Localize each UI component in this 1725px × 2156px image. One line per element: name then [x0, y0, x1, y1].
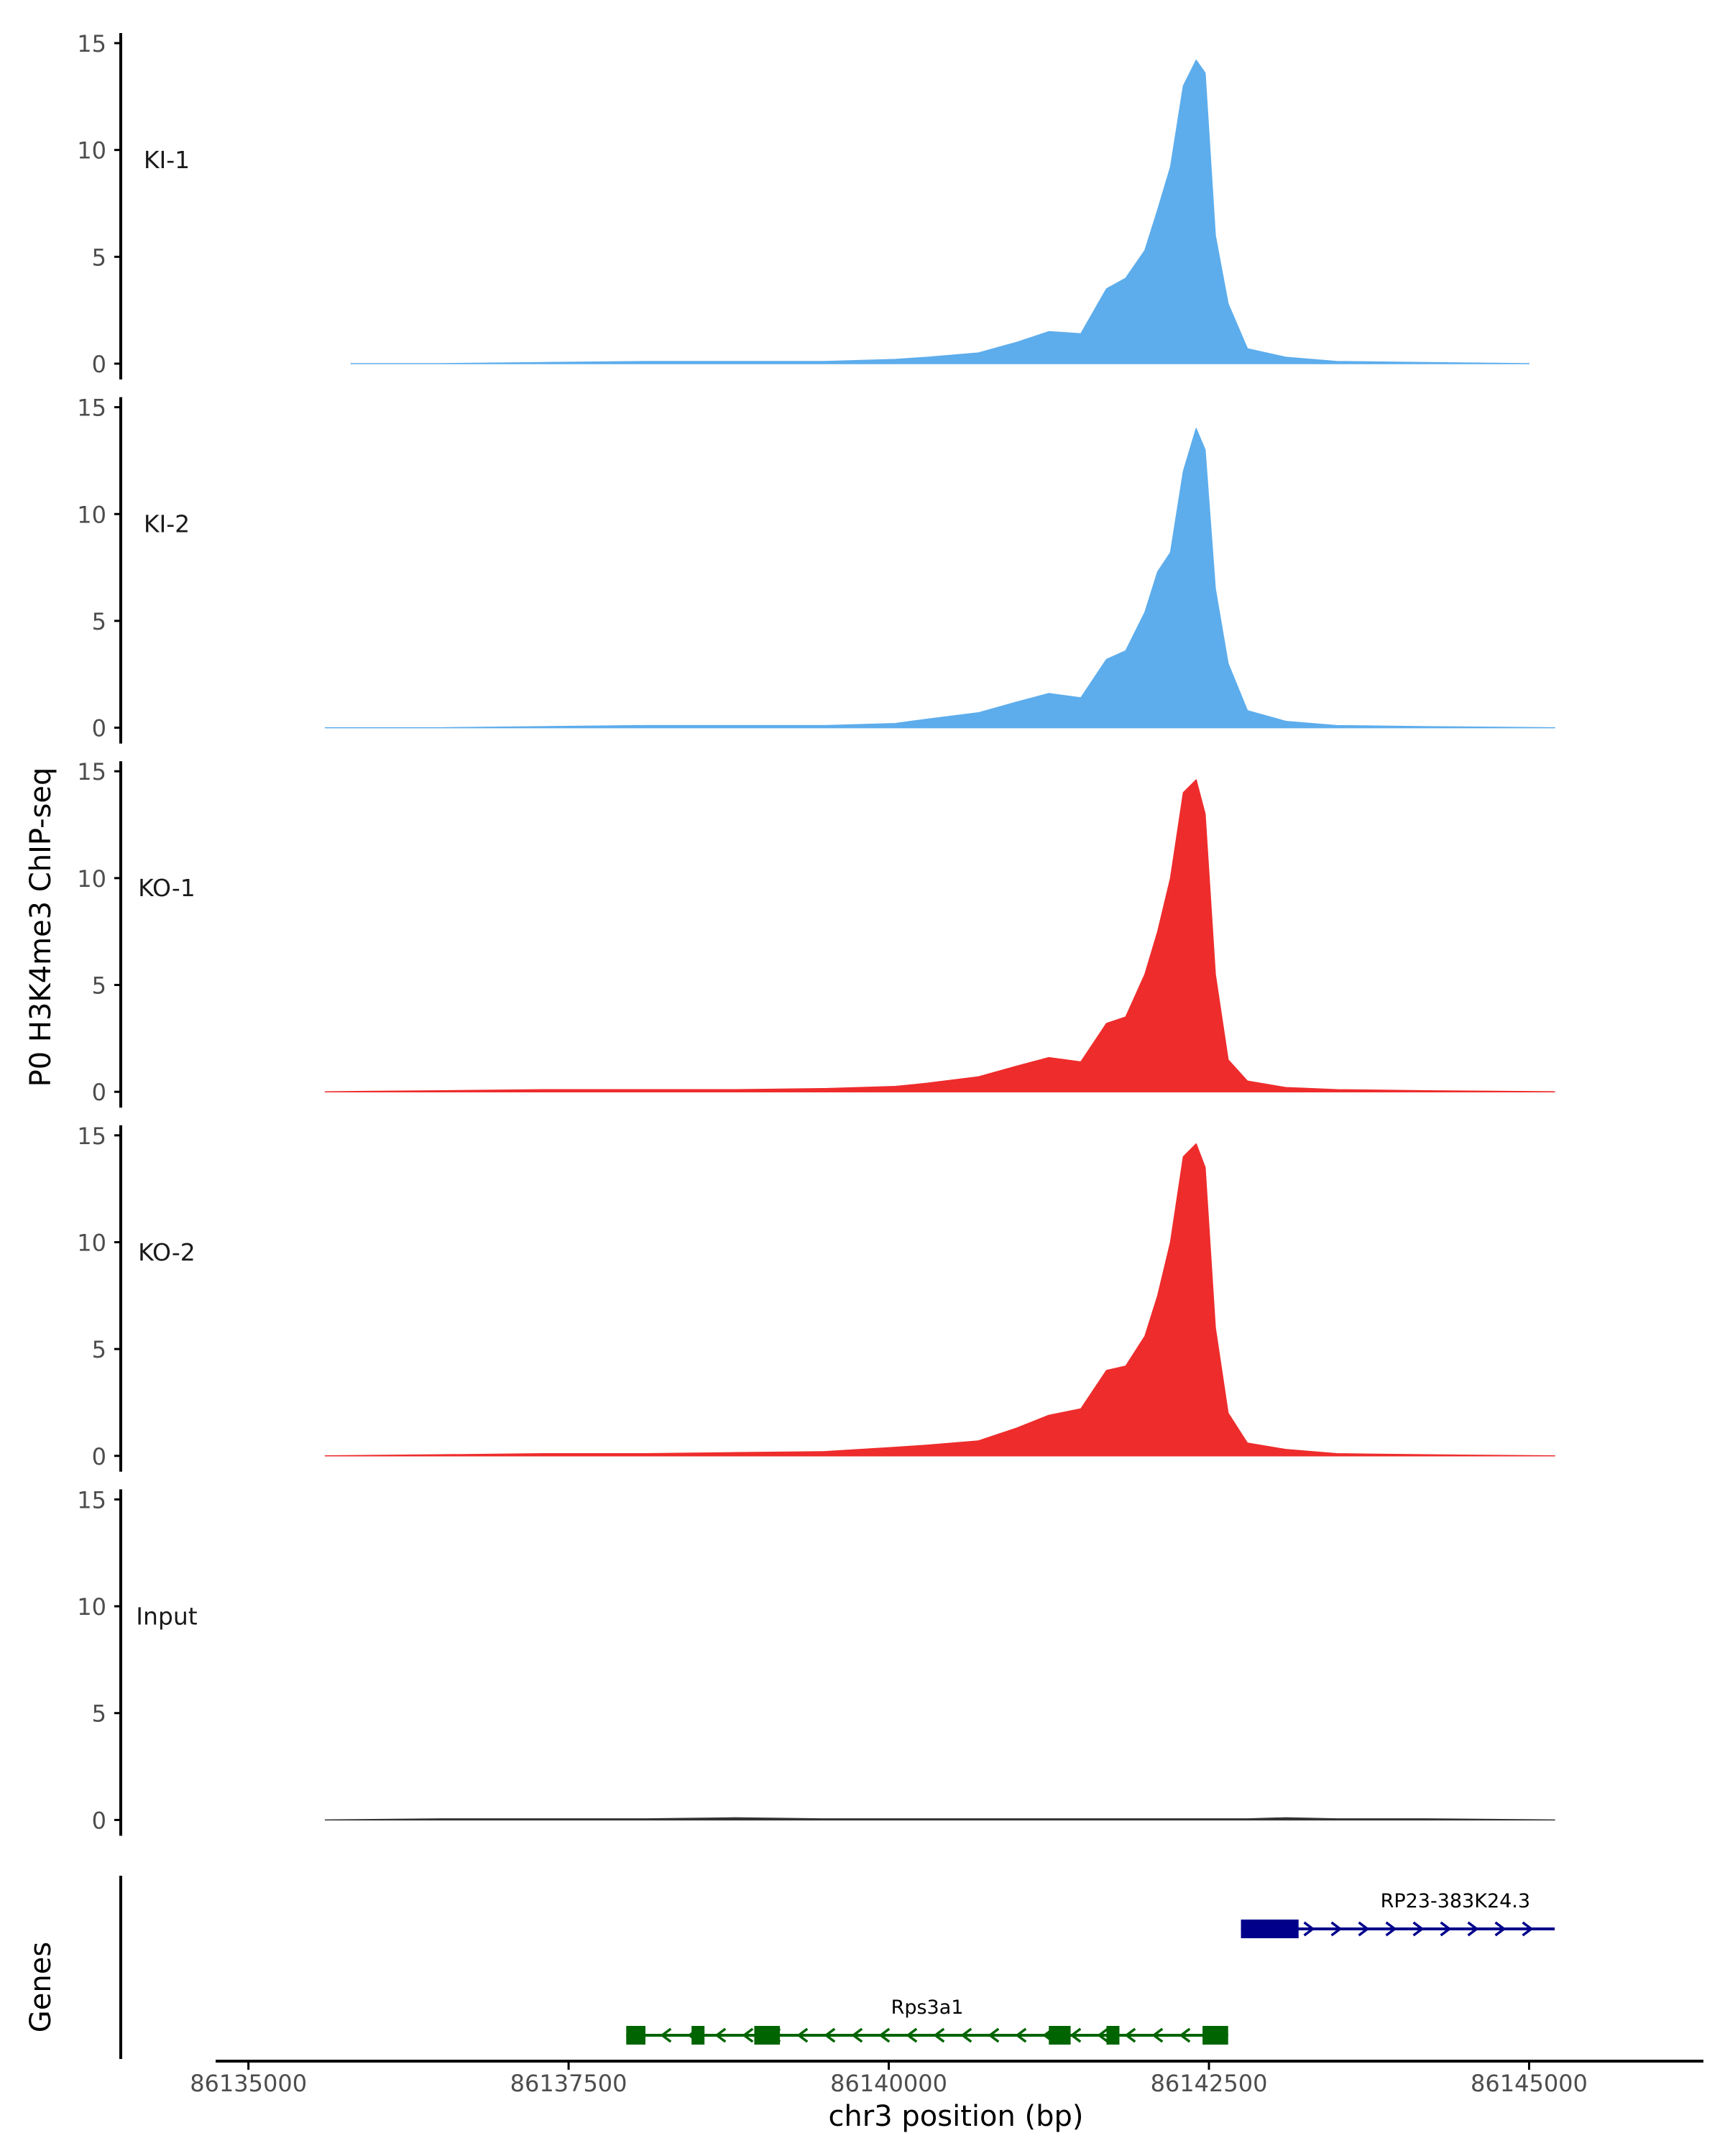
- strand-arrow: [933, 2027, 945, 2043]
- track-label: KO-2: [138, 1238, 196, 1266]
- y-tick-label: 15: [77, 1123, 106, 1150]
- exon-block: [691, 2026, 705, 2045]
- strand-arrow: [851, 2027, 863, 2043]
- genes-track-title: Genes: [24, 1942, 58, 2032]
- y-tick-label: 15: [77, 395, 106, 422]
- x-axis-title: chr3 position (bp): [828, 2100, 1083, 2133]
- x-axis: 86135000 86137500 86140000 86142500 86145000: [190, 2060, 1703, 2097]
- strand-arrow: [960, 2027, 972, 2043]
- strand-arrow: [824, 2027, 836, 2043]
- y-tick-label: 5: [92, 608, 106, 635]
- strand-arrow: [988, 2027, 1000, 2043]
- strand-arrow: [742, 2027, 754, 2043]
- y-axis-title: P0 H3K4me3 ChIP-seq: [24, 768, 58, 1087]
- track-ki-2: 0 5 10 15 KI-2: [77, 395, 1555, 744]
- y-tick-label: 5: [92, 1700, 106, 1728]
- track-ko-2: 0 5 10 15 KO-2: [77, 1123, 1555, 1472]
- strand-arrow: [796, 2027, 809, 2043]
- x-tick-label: 86140000: [830, 2070, 947, 2097]
- strand-arrow: [1440, 1921, 1452, 1937]
- coverage-area: [324, 428, 1555, 729]
- y-tick-label: 15: [77, 30, 106, 57]
- y-tick-label: 0: [92, 1443, 106, 1470]
- x-tick-label: 86145000: [1471, 2070, 1588, 2097]
- track-label: Input: [136, 1602, 198, 1630]
- strand-arrow: [660, 2027, 672, 2043]
- exon-block: [1241, 1920, 1299, 1938]
- strand-arrow: [1330, 1921, 1343, 1937]
- coverage-tracks: 0 5 10 15 KI-1 0 5 10 15 KI-2 0 5 10 15 KO-1 0 5 10 15 KO-2…: [77, 30, 1555, 1836]
- exon-block: [1202, 2026, 1228, 2045]
- track-label: KO-1: [138, 874, 196, 902]
- strand-arrow: [1015, 2027, 1027, 2043]
- gene-name-label: Rps3a1: [891, 1996, 964, 2019]
- y-tick-label: 0: [92, 715, 106, 742]
- strand-arrow: [1070, 2027, 1082, 2043]
- strand-arrow: [1179, 2027, 1191, 2043]
- y-tick-label: 5: [92, 1336, 106, 1363]
- track-ko-1: 0 5 10 15 KO-1: [77, 758, 1555, 1108]
- strand-arrow: [1494, 1921, 1506, 1937]
- coverage-area: [324, 1143, 1555, 1457]
- y-tick-label: 10: [77, 1229, 106, 1256]
- genes-track: RP23-383K24.3 Rps3a1: [119, 1876, 1555, 2059]
- y-tick-label: 15: [77, 1486, 106, 1514]
- strand-arrow: [1303, 1921, 1315, 1937]
- strand-arrow: [878, 2027, 891, 2043]
- strand-arrow: [906, 2027, 918, 2043]
- strand-arrow: [1151, 2027, 1164, 2043]
- gene-rp23-383k24.3: RP23-383K24.3: [1241, 1890, 1555, 1938]
- strand-arrow: [1467, 1921, 1479, 1937]
- y-tick-label: 0: [92, 1079, 106, 1106]
- y-tick-label: 15: [77, 758, 106, 786]
- strand-arrow: [714, 2027, 727, 2043]
- exon-block: [754, 2026, 781, 2045]
- y-tick-label: 5: [92, 972, 106, 1000]
- y-tick-label: 0: [92, 351, 106, 378]
- coverage-area: [324, 1817, 1555, 1821]
- y-tick-label: 0: [92, 1807, 106, 1834]
- track-input: 0 5 10 15 Input: [77, 1486, 1555, 1836]
- strand-arrow: [1358, 1921, 1370, 1937]
- y-tick-label: 10: [77, 1593, 106, 1621]
- strand-arrow: [1097, 2027, 1109, 2043]
- track-ki-1: 0 5 10 15 KI-1: [77, 30, 1530, 379]
- y-tick-label: 10: [77, 137, 106, 165]
- coverage-area: [324, 779, 1555, 1092]
- x-tick-label: 86142500: [1151, 2070, 1268, 2097]
- x-tick-label: 86137500: [510, 2070, 627, 2097]
- exon-block: [1106, 2026, 1120, 2045]
- track-label: KI-1: [144, 146, 190, 174]
- strand-arrow: [1522, 1921, 1534, 1937]
- track-label: KI-2: [144, 510, 190, 538]
- coverage-area: [350, 60, 1530, 364]
- strand-arrow: [1124, 2027, 1136, 2043]
- strand-arrow: [1385, 1921, 1397, 1937]
- y-tick-label: 10: [77, 865, 106, 893]
- gene-rps3a1: Rps3a1: [626, 1996, 1228, 2045]
- strand-arrow: [1412, 1921, 1425, 1937]
- gene-name-label: RP23-383K24.3: [1381, 1890, 1531, 1912]
- x-tick-label: 86135000: [190, 2070, 307, 2097]
- y-tick-label: 10: [77, 501, 106, 528]
- y-tick-label: 5: [92, 244, 106, 271]
- exon-block: [626, 2026, 645, 2045]
- exon-block: [1049, 2026, 1071, 2045]
